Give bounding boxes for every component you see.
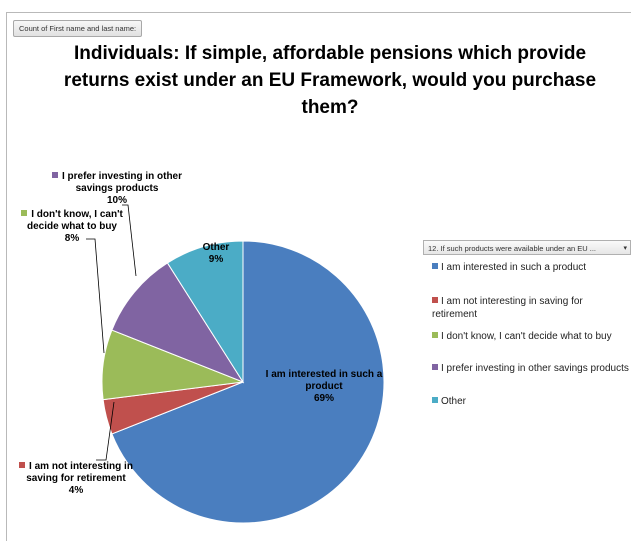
legend-label-other: Other (441, 396, 467, 407)
slice-label-dont-know-line1: I don't know, I can't (31, 209, 123, 220)
slice-label-interested-line1: I am interested in such a (265, 369, 383, 380)
chevron-down-icon[interactable]: ▾ (623, 245, 627, 252)
slice-label-other-savings-marker (51, 172, 58, 178)
legend-filter-label: 12. If such products were available unde… (428, 244, 597, 253)
legend-label-interested: I am interested in such a product (441, 262, 587, 273)
slice-label-dont-know-marker (21, 210, 28, 216)
slice-label-not-interested-line1: I am not interesting in (29, 461, 133, 472)
legend-swatch-interested (432, 263, 438, 269)
slice-value-other: 9% (208, 254, 224, 265)
legend-label-not-interested-line2: retirement (432, 309, 478, 320)
legend-label-not-interested-line1: I am not interesting in saving for (441, 296, 583, 307)
legend-swatch-dont-know (432, 332, 438, 338)
legend-item-not-interested: I am not interesting in saving for retir… (432, 295, 631, 321)
legend-item-dont-know: I don't know, I can't decide what to buy (432, 330, 631, 343)
pie-slice-interested (111, 240, 385, 524)
leader-line-other-savings (122, 204, 137, 277)
chart-frame-left-border (6, 12, 7, 541)
legend-swatch-other-savings (432, 364, 438, 370)
slice-label-other-savings: I prefer investing in other savings prod… (42, 171, 192, 207)
legend-filter-dropdown[interactable]: 12. If such products were available unde… (423, 240, 631, 255)
slice-label-not-interested-marker (19, 462, 26, 468)
slice-label-dont-know: I don't know, I can't decide what to buy… (8, 209, 136, 245)
slice-value-other-savings: 10% (106, 195, 127, 206)
leader-lines (86, 204, 137, 461)
slice-label-other-savings-line1: I prefer investing in other (61, 171, 183, 182)
slice-label-not-interested: I am not interesting in saving for retir… (10, 461, 142, 497)
slice-label-other-line1: Other (202, 242, 230, 253)
slice-label-not-interested-line2: saving for retirement (26, 473, 126, 484)
legend-label-dont-know: I don't know, I can't decide what to buy (441, 331, 612, 342)
leader-line-not-interested (96, 401, 115, 461)
slice-label-dont-know-line2: decide what to buy (26, 221, 117, 232)
slice-value-not-interested: 4% (68, 485, 84, 496)
pie-slice-other-savings (111, 262, 245, 384)
pie-slice-other (166, 240, 244, 384)
legend-label-other-savings: I prefer investing in other savings prod… (441, 363, 629, 374)
slice-value-interested: 69% (313, 393, 334, 404)
leader-line-dont-know (86, 238, 105, 354)
legend-item-other-savings: I prefer investing in other savings prod… (432, 362, 631, 375)
legend-item-other: Other (432, 395, 631, 408)
slice-label-interested-line2: product (305, 381, 343, 392)
slice-label-other-savings-line2: savings products (75, 183, 159, 194)
slice-value-dont-know: 8% (64, 233, 80, 244)
pivot-field-button[interactable]: Count of First name and last name: (13, 20, 143, 37)
slice-label-other: Other 9% (186, 242, 246, 266)
chart-title: Individuals: If simple, affordable pensi… (63, 43, 597, 118)
pie-slices (101, 240, 385, 524)
slice-label-interested: I am interested in such a product 69% (258, 369, 390, 405)
legend-swatch-other (432, 397, 438, 403)
chart-frame-top-border (6, 12, 631, 13)
legend-swatch-not-interested (432, 297, 438, 303)
legend-item-interested: I am interested in such a product (432, 261, 631, 274)
